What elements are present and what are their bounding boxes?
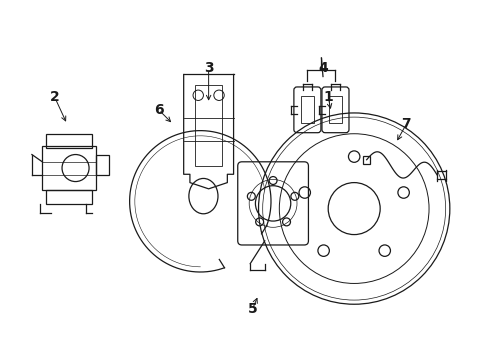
- Text: 6: 6: [154, 103, 163, 117]
- Text: 4: 4: [318, 61, 327, 75]
- Text: 2: 2: [50, 90, 60, 104]
- Text: 3: 3: [203, 61, 213, 75]
- Text: 7: 7: [401, 117, 410, 131]
- Text: 5: 5: [247, 302, 257, 316]
- Text: 1: 1: [323, 90, 332, 104]
